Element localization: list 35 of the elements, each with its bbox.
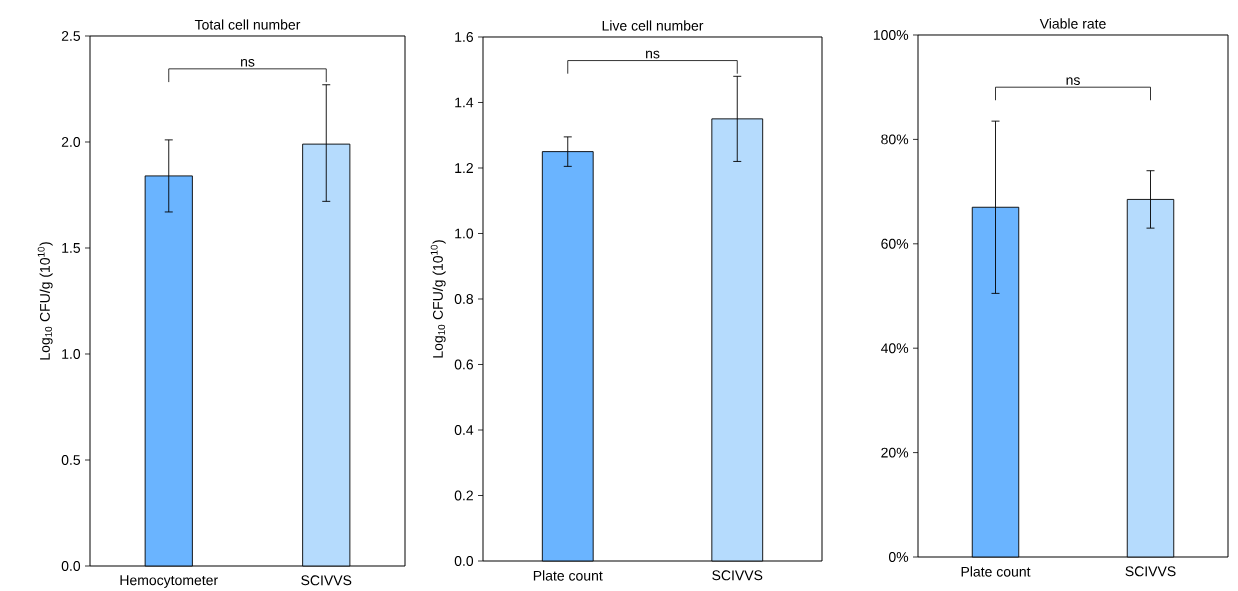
y-tick-label: 0.0 — [454, 556, 474, 566]
y-tick-label: 1.0 — [62, 349, 81, 359]
y-tick-label: 2.5 — [61, 31, 81, 41]
y-tick-label: 1.4 — [455, 97, 474, 108]
annotation: ns — [241, 58, 255, 67]
y-tick-label: 20% — [881, 447, 909, 458]
y-tick-label: 0.8 — [454, 294, 474, 304]
chart-title: Total cell number — [194, 19, 301, 30]
y-axis-title: Log$_{10}$ CFU/g (10$^{10}$) — [37, 242, 53, 360]
y-axis-title: Log$_{10}$ CFU/g (10$^{10}$) — [430, 240, 446, 358]
y-tick-label: 100% — [873, 30, 909, 40]
chart-title: Viable rate — [1039, 18, 1106, 29]
y-tick-label: 1.5 — [62, 243, 81, 253]
y-tick-label: 0.0 — [61, 561, 81, 571]
y-tick-label: 80% — [881, 134, 909, 145]
y-tick-label: 1.6 — [455, 32, 474, 42]
y-tick-label: 1.2 — [455, 163, 473, 173]
y-tick-label: 60% — [881, 238, 909, 249]
chart-title: Live cell number — [602, 20, 704, 31]
y-tick-label: 0.6 — [454, 359, 474, 370]
annotation: ns — [1066, 77, 1080, 85]
x-tick-label: SCIVVS — [1125, 566, 1176, 577]
y-tick-label: 0.2 — [454, 490, 473, 501]
y-tick-label: 0% — [888, 552, 909, 562]
x-tick-label: SCIVVS — [712, 570, 763, 581]
y-tick-label: 40% — [880, 343, 909, 354]
y-tick-label: 1.0 — [455, 228, 474, 239]
y-tick-label: 0.4 — [454, 425, 474, 435]
x-tick-label: Hemocytometer — [120, 575, 218, 588]
y-tick-label: 0.5 — [61, 455, 81, 465]
x-tick-label: Plate count — [961, 566, 1031, 577]
y-tick-label: 2.0 — [61, 137, 81, 147]
annotation: ns — [646, 50, 660, 59]
x-tick-label: Plate count — [533, 570, 603, 581]
x-tick-label: SCIVVS — [301, 575, 352, 586]
